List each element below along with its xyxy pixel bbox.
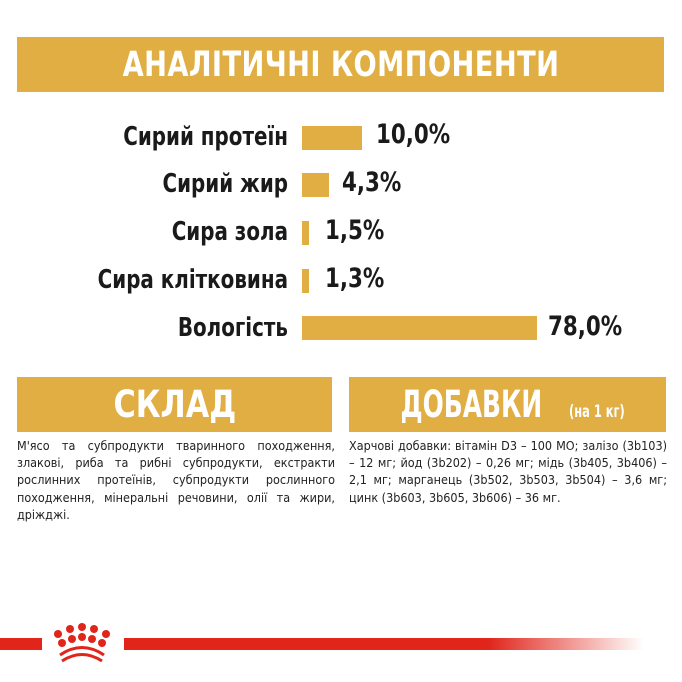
row-value: 4,3% (342, 167, 402, 198)
row-value: 1,3% (325, 263, 385, 294)
section-header-additives: ДОБАВКИ (на 1 кг) (349, 377, 666, 432)
footer-red-line-left (0, 638, 42, 650)
row-value: 10,0% (376, 119, 451, 150)
additives-text: Харчові добавки: вітамін D3 – 100 МО; за… (349, 438, 667, 505)
row-label: Сирий жир (162, 169, 288, 199)
bar-ash (302, 221, 309, 245)
section-header-composition: СКЛАД (17, 377, 332, 432)
analytics-title: АНАЛІТИЧНІ КОМПОНЕНТИ (122, 44, 559, 85)
row-label: Сирий протеїн (123, 122, 288, 152)
composition-text: М'ясо та субпродукти тваринного походжен… (17, 438, 335, 522)
row-value: 78,0% (548, 311, 623, 342)
additives-subtitle: (на 1 кг) (568, 402, 625, 422)
composition-title: СКЛАД (113, 383, 236, 426)
row-label: Сира клітковина (97, 265, 288, 295)
section-header-analytics: АНАЛІТИЧНІ КОМПОНЕНТИ (17, 37, 664, 92)
row-label: Вологість (177, 313, 288, 343)
bar-fat (302, 173, 329, 197)
bar-fiber (302, 269, 309, 293)
row-value: 1,5% (325, 215, 385, 246)
crown-icon (54, 623, 110, 663)
bar-protein (302, 126, 362, 150)
footer-red-line-right (124, 638, 644, 650)
row-label: Сира зола (171, 217, 288, 247)
bar-moisture (302, 316, 537, 340)
additives-title: ДОБАВКИ (400, 383, 542, 426)
